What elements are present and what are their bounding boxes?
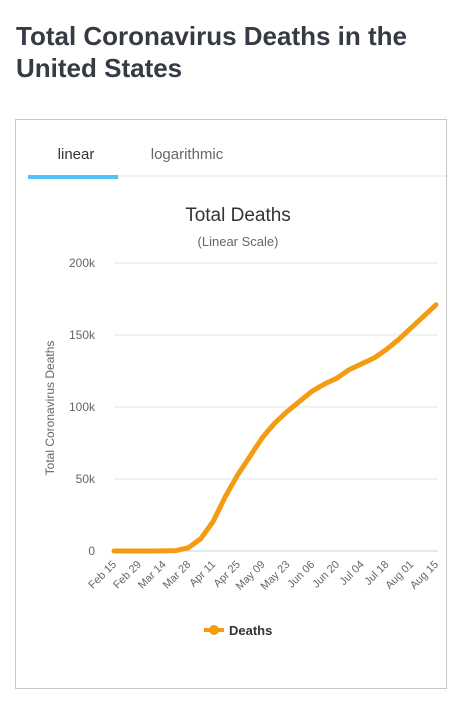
page-title: Total Coronavirus Deaths in the United S… (16, 21, 408, 83)
chart-card (15, 119, 447, 689)
x-tick-label: Jun 06 (285, 559, 317, 591)
x-tick-label: Jun 20 (310, 559, 342, 591)
legend-marker (209, 625, 219, 635)
y-axis-title: Total Coronavirus Deaths (43, 341, 57, 476)
y-tick-label: 200k (69, 256, 96, 270)
x-tick-label: Jul 04 (338, 559, 367, 588)
y-tick-label: 50k (76, 472, 96, 486)
y-tick-label: 150k (69, 328, 96, 342)
x-tick-label: Mar 28 (161, 559, 194, 592)
tab-logarithmic[interactable]: logarithmic (151, 146, 224, 163)
tab-linear[interactable]: linear (58, 146, 95, 163)
y-tick-label: 0 (88, 544, 95, 558)
chart-title: Total Deaths (185, 205, 291, 226)
active-tab-indicator (28, 175, 118, 179)
chart-subtitle: (Linear Scale) (198, 234, 279, 249)
x-tick-label: Aug 15 (408, 559, 441, 592)
legend-label: Deaths (229, 623, 272, 638)
y-tick-label: 100k (69, 400, 96, 414)
data-line (111, 302, 439, 554)
